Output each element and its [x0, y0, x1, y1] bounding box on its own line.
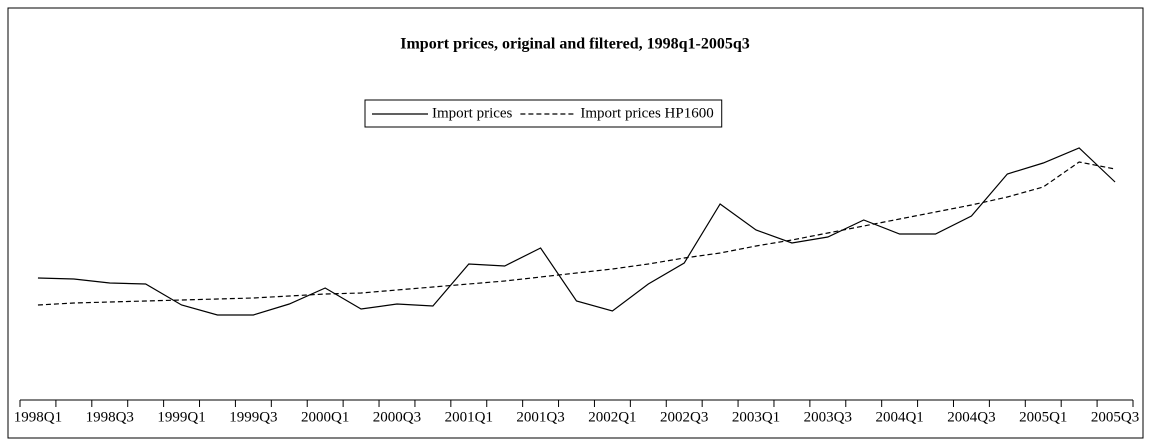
x-tick-label: 2002Q1	[588, 409, 636, 425]
x-tick-label: 2004Q1	[875, 409, 923, 425]
x-tick-label: 2000Q1	[301, 409, 349, 425]
legend-label: Import prices HP1600	[580, 105, 713, 121]
x-tick-label: 1998Q3	[86, 409, 134, 425]
line-series	[37, 147, 1116, 316]
chart-border	[7, 7, 1144, 439]
x-tick-label: 2004Q3	[947, 409, 995, 425]
x-tick-label: 2001Q1	[445, 409, 493, 425]
x-tick-label: 1998Q1	[14, 409, 62, 425]
x-tick-label: 2002Q3	[660, 409, 708, 425]
x-tick-label: 2005Q1	[1019, 409, 1067, 425]
x-tick-label: 2000Q3	[373, 409, 421, 425]
x-tick-label: 1999Q3	[229, 409, 277, 425]
x-tick-label: 1999Q1	[157, 409, 205, 425]
x-tick-label: 2003Q1	[732, 409, 780, 425]
chart-title: Import prices, original and filtered, 19…	[400, 36, 749, 53]
x-tick-label: 2001Q3	[516, 409, 564, 425]
line-series	[37, 161, 1116, 306]
x-tick-label: 2005Q3	[1091, 409, 1139, 425]
x-tick-label: 2003Q3	[804, 409, 852, 425]
legend-label: Import prices	[432, 105, 513, 121]
